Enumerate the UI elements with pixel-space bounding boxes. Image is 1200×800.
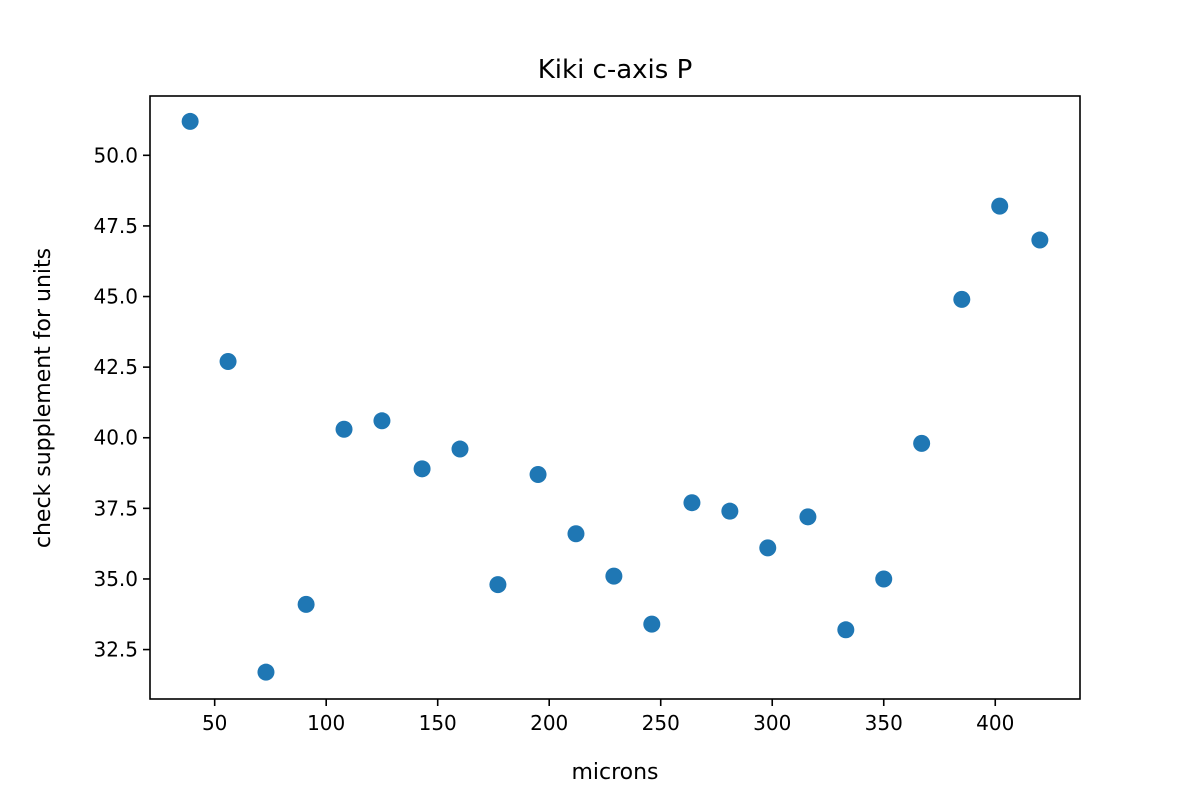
x-tick-label: 350: [865, 711, 903, 735]
data-point: [683, 494, 701, 512]
data-point: [1031, 231, 1049, 249]
data-point: [875, 570, 893, 588]
data-point: [721, 502, 739, 520]
y-axis: 32.5 35.0 37.5 40.0 42.5 45.0 47.5 50.0: [93, 143, 150, 662]
data-point: [953, 290, 971, 308]
y-tick-label: 42.5: [93, 355, 138, 379]
x-tick-label: 100: [307, 711, 345, 735]
data-point: [257, 663, 275, 681]
data-point: [451, 440, 469, 458]
x-axis: 50 100 150 200 250 300 350 400: [202, 699, 1014, 735]
y-tick-label: 40.0: [93, 426, 138, 450]
data-point: [799, 508, 817, 526]
data-point: [643, 615, 661, 633]
y-tick-label: 45.0: [93, 285, 138, 309]
data-point: [567, 525, 585, 543]
data-point: [489, 576, 507, 594]
y-tick-label: 47.5: [93, 214, 138, 238]
x-tick-label: 250: [642, 711, 680, 735]
x-axis-label: microns: [571, 760, 658, 785]
plot-area: [149, 95, 1081, 700]
x-tick-label: 150: [419, 711, 457, 735]
data-point: [335, 420, 353, 438]
x-tick-label: 300: [753, 711, 791, 735]
data-point: [759, 539, 777, 557]
data-point: [373, 412, 391, 430]
plot-frame: [149, 95, 1081, 700]
y-axis-label: check supplement for units: [31, 248, 56, 548]
data-point: [529, 465, 547, 483]
chart-title: Kiki c-axis P: [538, 55, 693, 85]
x-tick-label: 50: [202, 711, 227, 735]
x-tick-label: 400: [976, 711, 1014, 735]
data-point: [605, 567, 623, 585]
data-point: [991, 197, 1009, 215]
data-point: [913, 434, 931, 452]
data-points: [181, 112, 1049, 681]
y-tick-label: 37.5: [93, 496, 138, 520]
y-tick-label: 32.5: [93, 638, 138, 662]
data-point: [181, 112, 199, 130]
data-point: [837, 621, 855, 639]
data-point: [297, 595, 315, 613]
data-point: [413, 460, 431, 478]
x-tick-label: 200: [530, 711, 568, 735]
data-point: [219, 352, 237, 370]
y-tick-label: 50.0: [93, 143, 138, 167]
y-tick-label: 35.0: [93, 567, 138, 591]
